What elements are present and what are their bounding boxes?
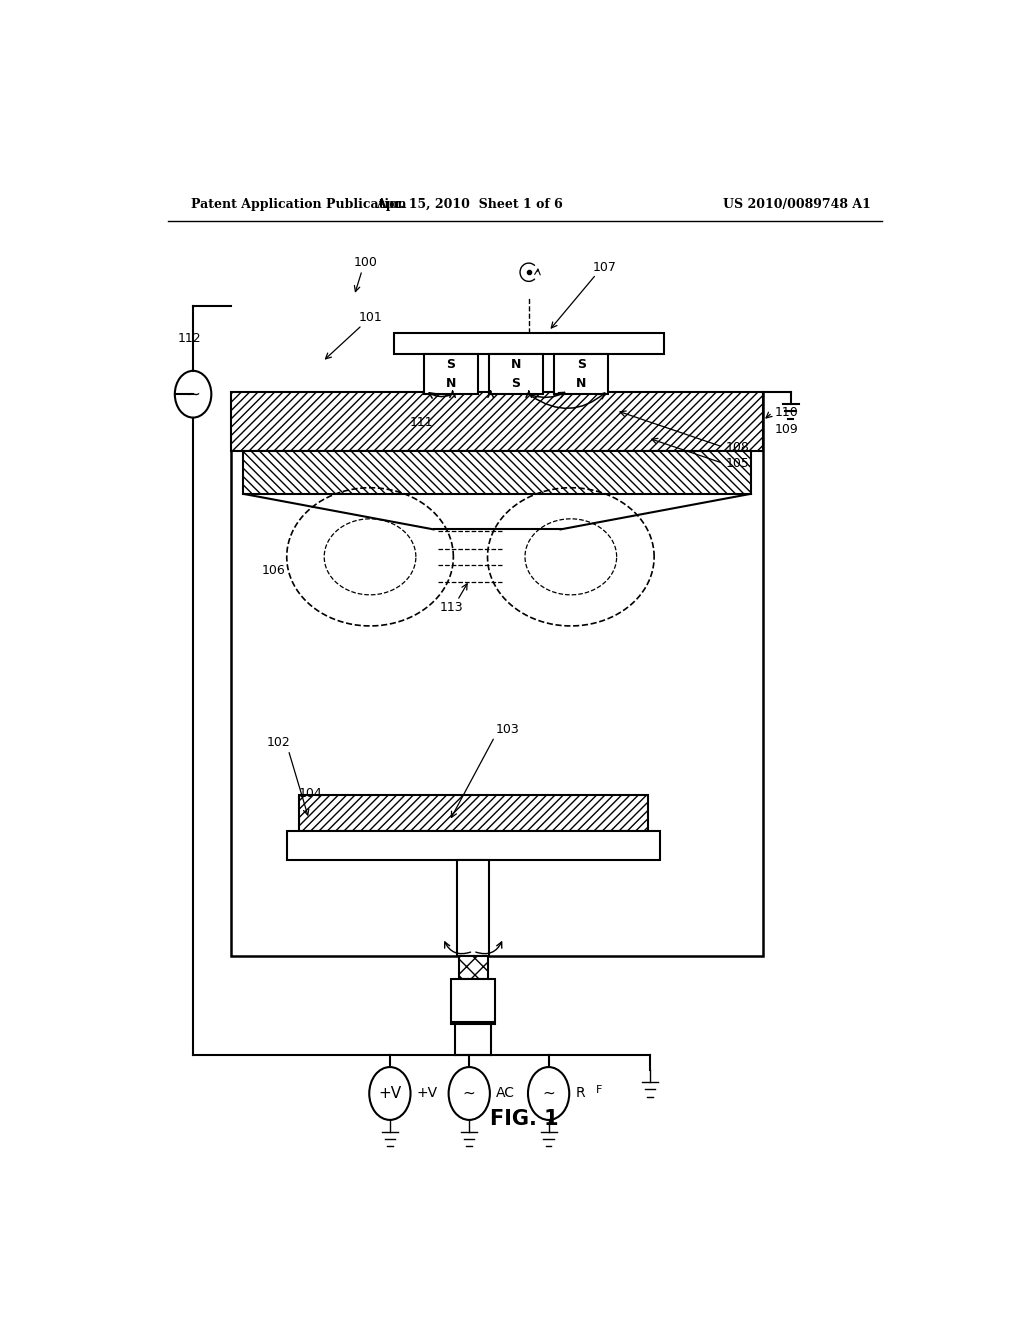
Text: 101: 101	[358, 312, 382, 325]
Text: N: N	[445, 376, 456, 389]
Bar	[287, 832, 659, 859]
Text: 103: 103	[496, 723, 519, 737]
Text: S: S	[512, 376, 520, 389]
Text: N: N	[511, 358, 521, 371]
Text: 111: 111	[410, 416, 433, 429]
Text: +V: +V	[378, 1086, 401, 1101]
Text: 113: 113	[440, 601, 464, 614]
Bar	[459, 956, 487, 978]
Bar	[452, 978, 495, 1022]
Bar	[243, 451, 751, 494]
Text: 102: 102	[267, 737, 291, 750]
Bar	[299, 795, 648, 832]
Text: ~: ~	[543, 1086, 555, 1101]
Bar	[231, 392, 763, 451]
Bar	[424, 354, 478, 395]
Text: S: S	[446, 358, 456, 371]
Text: S: S	[577, 358, 586, 371]
Text: N: N	[575, 376, 587, 389]
Bar	[554, 354, 608, 395]
Text: 110: 110	[775, 407, 799, 418]
Text: R: R	[575, 1086, 585, 1101]
Text: 105: 105	[726, 457, 750, 470]
Text: US 2010/0089748 A1: US 2010/0089748 A1	[723, 198, 871, 211]
Text: 100: 100	[354, 256, 378, 268]
Bar	[458, 859, 489, 956]
Text: 112: 112	[177, 331, 201, 345]
Text: ~: ~	[186, 385, 200, 403]
Text: FIG. 1: FIG. 1	[490, 1109, 559, 1129]
Bar	[489, 354, 543, 395]
Text: 109: 109	[775, 424, 799, 437]
Text: Apr. 15, 2010  Sheet 1 of 6: Apr. 15, 2010 Sheet 1 of 6	[376, 198, 562, 211]
Text: 108: 108	[726, 441, 750, 454]
Bar	[394, 333, 664, 354]
Text: 104: 104	[299, 787, 323, 800]
Text: 107: 107	[592, 260, 616, 273]
Text: +V: +V	[417, 1086, 438, 1101]
Text: 106: 106	[261, 564, 285, 577]
Text: F: F	[595, 1085, 602, 1096]
Text: Patent Application Publication: Patent Application Publication	[191, 198, 407, 211]
Text: ~: ~	[463, 1086, 475, 1101]
Bar	[231, 392, 763, 956]
Text: AC: AC	[497, 1086, 515, 1101]
